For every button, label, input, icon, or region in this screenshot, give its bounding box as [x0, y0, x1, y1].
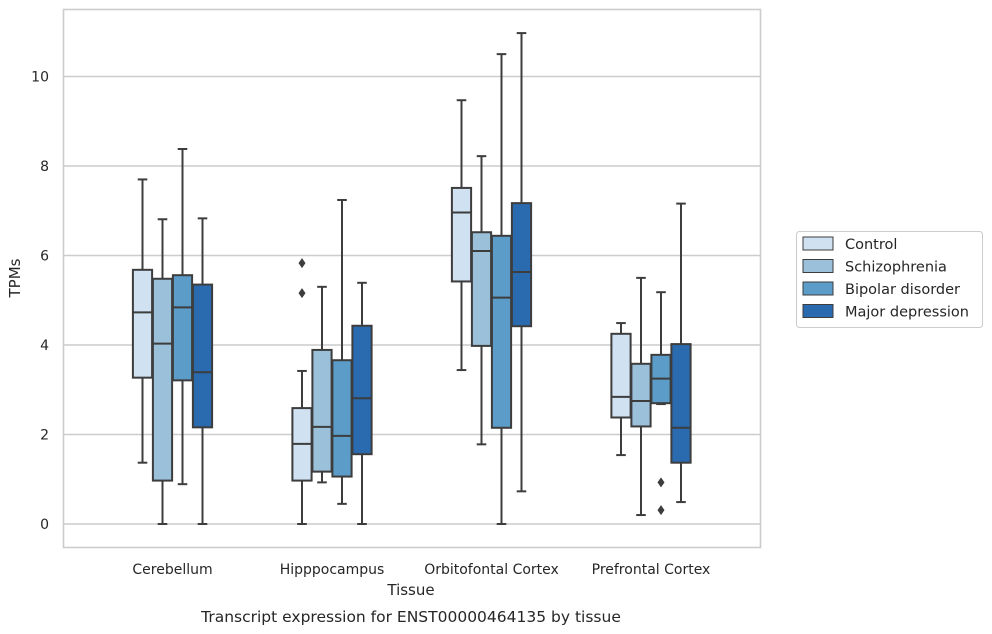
box-control — [610, 322, 632, 457]
y-tick-label: 4 — [40, 338, 49, 354]
outlier-point — [298, 288, 306, 299]
iqr-box — [131, 268, 154, 379]
box-bipolar-disorder — [490, 53, 513, 525]
legend-swatch — [802, 304, 834, 318]
box-bipolar-disorder — [331, 199, 353, 505]
iqr-box — [351, 324, 373, 456]
iqr-box — [450, 186, 473, 283]
y-tick-label: 10 — [31, 70, 49, 86]
legend-label: Schizophrenia — [845, 260, 947, 276]
box-major-depression — [351, 281, 373, 525]
iqr-box — [470, 231, 493, 347]
x-tick-labels: Cerebellum Hipppocampus Orbitofontal Corte… — [132, 562, 710, 578]
legend-swatch — [802, 236, 834, 251]
box-schizophrenia — [630, 276, 652, 517]
box-schizophrenia — [151, 218, 174, 525]
y-tick-label: 0 — [40, 517, 49, 533]
iqr-box — [151, 277, 174, 482]
box-schizophrenia — [311, 285, 333, 484]
iqr-box — [630, 362, 652, 428]
y-tick-label: 8 — [40, 159, 49, 175]
legend-label: Bipolar disorder — [845, 282, 960, 298]
figure-caption: Transcript expression for ENST0000046413… — [200, 608, 621, 626]
iqr-box — [670, 343, 692, 464]
box-major-depression — [191, 217, 214, 525]
box-control — [131, 178, 154, 464]
box-control — [291, 258, 313, 525]
box-schizophrenia — [470, 155, 493, 446]
box-bipolar-disorder — [171, 147, 194, 486]
iqr-box — [311, 348, 333, 473]
y-tick-label: 6 — [40, 249, 49, 265]
iqr-box — [191, 283, 214, 429]
x-tick-label: Cerebellum — [132, 562, 212, 578]
iqr-box — [331, 359, 353, 478]
box-major-depression — [510, 32, 533, 493]
y-tick-labels: 0 2 4 6 8 10 — [31, 70, 49, 534]
box-major-depression — [670, 202, 692, 504]
iqr-box — [490, 234, 513, 429]
boxes-layer — [131, 32, 692, 525]
iqr-box — [510, 202, 533, 328]
outlier-point — [298, 258, 306, 269]
x-axis-label: Tissue — [386, 581, 434, 599]
legend-swatch — [802, 281, 834, 296]
legend: Control Schizophrenia Bipolar disorder Majo… — [796, 231, 983, 328]
y-tick-label: 2 — [40, 428, 49, 444]
plot-area-frame — [62, 8, 762, 549]
outlier-point — [657, 477, 665, 488]
legend-swatch — [802, 259, 834, 273]
box-bipolar-disorder — [650, 291, 672, 516]
x-tick-label: Hipppocampus — [280, 562, 385, 578]
legend-frame — [796, 231, 983, 328]
box-control — [450, 99, 473, 372]
legend-label: Control — [845, 237, 897, 253]
legend-label: Major depression — [845, 305, 969, 321]
x-tick-label: Prefrontal Cortex — [592, 562, 711, 578]
outlier-point — [657, 505, 665, 516]
y-axis-label: TPMs — [6, 258, 24, 298]
iqr-box — [171, 274, 194, 382]
x-tick-label: Orbitofontal Cortex — [424, 562, 559, 578]
iqr-box — [610, 332, 632, 419]
